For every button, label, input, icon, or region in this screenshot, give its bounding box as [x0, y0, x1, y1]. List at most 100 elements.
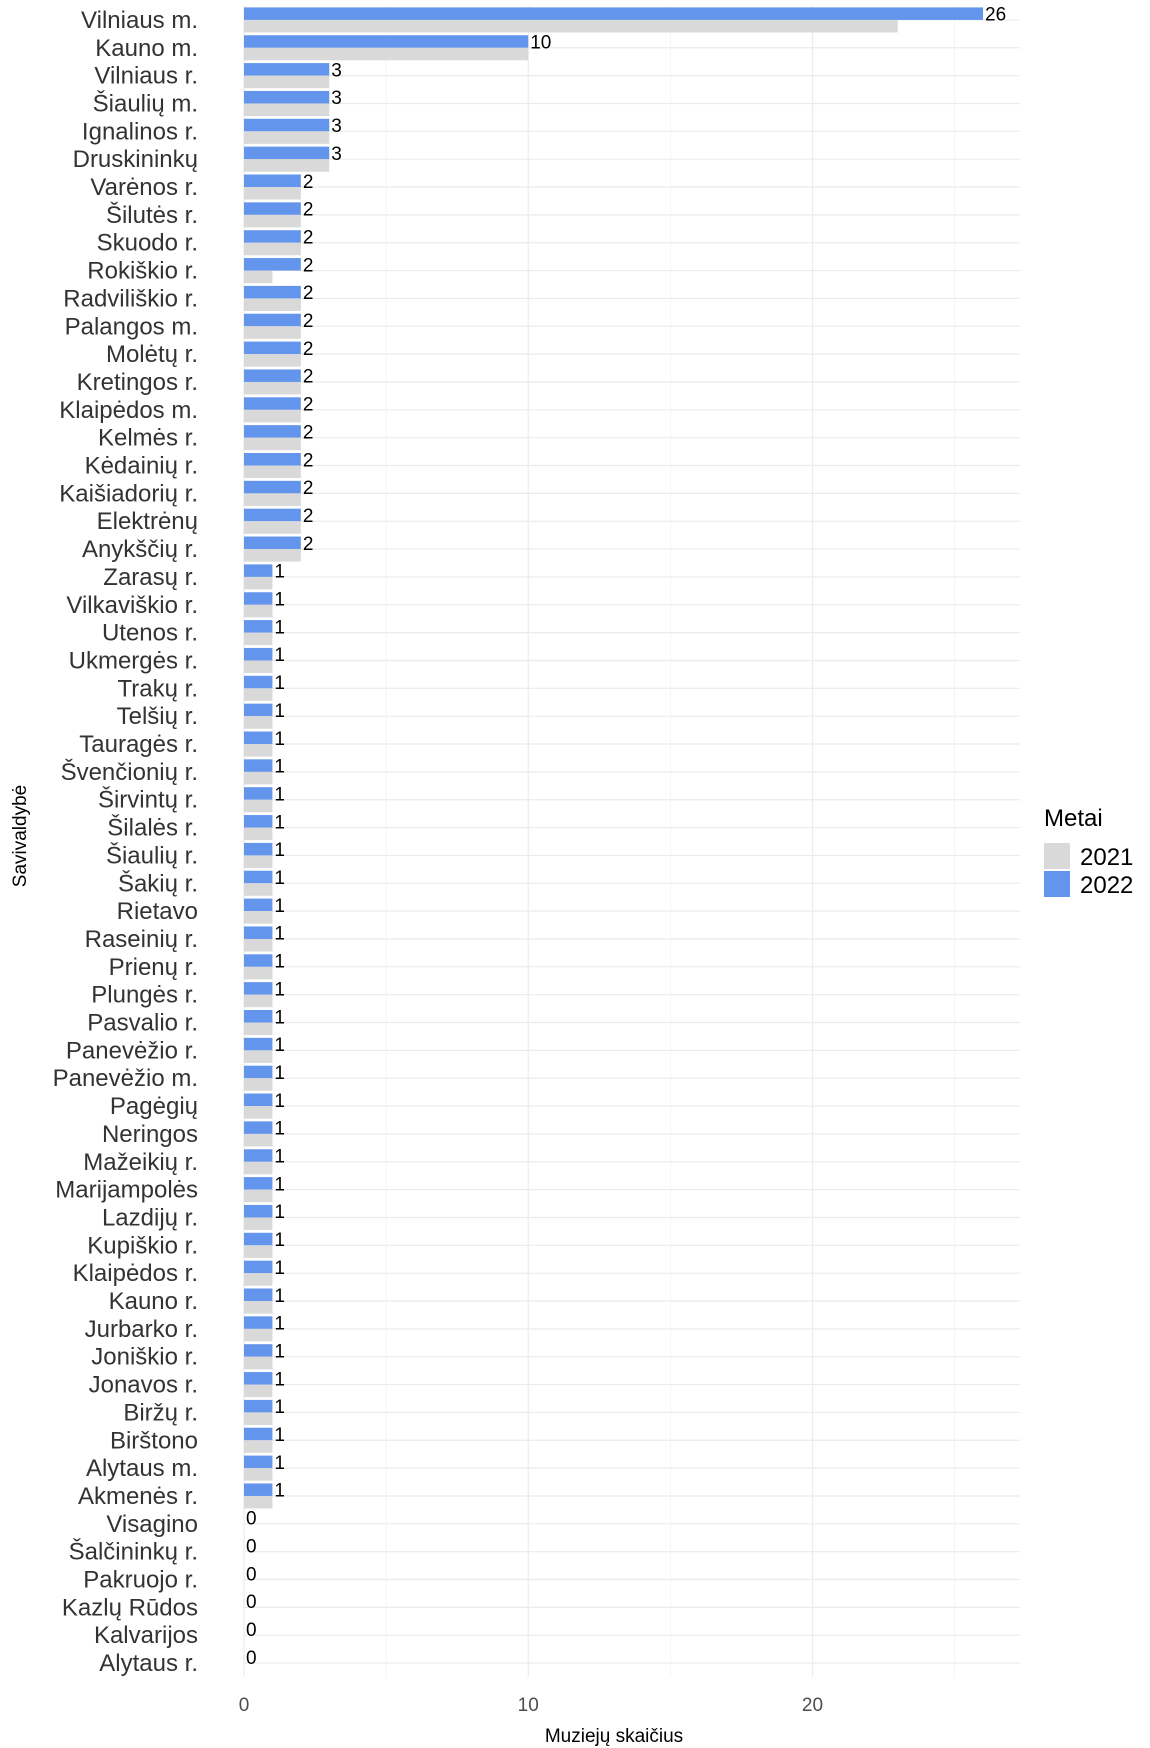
bar-2021	[244, 1245, 273, 1258]
value-label: 2	[303, 395, 314, 416]
value-label: 1	[274, 1174, 285, 1195]
value-label: 2	[303, 172, 314, 193]
bar-2022	[244, 592, 273, 605]
bar-2021	[244, 1356, 273, 1370]
bar-2021	[244, 855, 273, 868]
value-label: 1	[274, 840, 285, 861]
x-tick-label: 20	[802, 1695, 823, 1716]
value-label: 2	[303, 227, 314, 248]
bar-2022	[244, 815, 273, 828]
value-label: 0	[246, 1620, 257, 1641]
value-label: 10	[530, 33, 551, 54]
bar-2022	[244, 1037, 273, 1051]
bar-2022	[244, 397, 301, 410]
bar-2022	[244, 341, 301, 355]
category-label: Kazlų Rūdos	[62, 1594, 198, 1621]
grid	[243, 6, 1020, 1677]
bar-2022	[244, 90, 330, 104]
x-tick-label: 10	[518, 1695, 539, 1716]
value-label: 3	[331, 144, 342, 165]
bar-2022	[244, 898, 273, 912]
value-label: 1	[274, 1341, 285, 1362]
value-label: 2	[303, 339, 314, 360]
bar-2022	[244, 452, 301, 466]
category-label: Panevėžio r.	[66, 1037, 198, 1064]
category-label: Kėdainių r.	[85, 453, 198, 480]
bar-2021	[244, 549, 301, 562]
value-label: 2	[303, 422, 314, 443]
value-label: 1	[274, 729, 285, 750]
category-label: Jonavos r.	[89, 1372, 198, 1399]
value-label: 2	[303, 255, 314, 276]
bar-2022	[244, 1232, 273, 1246]
value-label: 1	[274, 701, 285, 722]
bar-2022	[244, 1455, 273, 1469]
bar-2022	[244, 369, 301, 382]
category-label: Kretingos r.	[77, 369, 198, 396]
bar-2021	[244, 1189, 273, 1203]
category-label: Kaišiadorių r.	[59, 480, 198, 507]
value-label: 1	[274, 590, 285, 611]
value-label: 1	[274, 1314, 285, 1335]
value-label: 1	[274, 896, 285, 917]
bar-2021	[244, 771, 273, 785]
category-label: Birštono	[110, 1427, 198, 1454]
value-label: 1	[274, 1035, 285, 1056]
bar-2022	[244, 954, 273, 967]
category-label: Lazdijų r.	[102, 1204, 198, 1231]
category-label: Pasvalio r.	[87, 1010, 198, 1037]
bar-2021	[244, 1384, 273, 1398]
bar-2022	[244, 174, 301, 188]
value-label: 1	[274, 1202, 285, 1223]
category-label: Šiaulių r.	[106, 841, 198, 869]
category-label: Pakruojo r.	[83, 1567, 198, 1594]
bar-2021	[244, 1301, 273, 1314]
bar-2022	[244, 1204, 273, 1218]
bar-2022	[244, 842, 273, 856]
value-label: 1	[274, 1230, 285, 1251]
bar-2021	[244, 799, 273, 813]
value-label: 26	[985, 5, 1006, 26]
bar-2021	[244, 409, 301, 423]
value-label: 2	[303, 450, 314, 471]
bar-2021	[244, 131, 330, 144]
bar-2022	[244, 285, 301, 299]
category-labels: Vilniaus m.Kauno m.Vilniaus r.Šiaulių m.…	[53, 7, 198, 1677]
value-label: 2	[303, 200, 314, 221]
bar-2022	[244, 703, 273, 717]
category-label: Alytaus r.	[99, 1650, 198, 1677]
category-label: Kauno r.	[109, 1288, 198, 1315]
category-label: Kelmės r.	[98, 425, 198, 452]
category-label: Ukmergės r.	[69, 647, 198, 674]
bar-2022	[244, 1372, 273, 1385]
bar-2022	[244, 63, 330, 76]
bar-2022	[244, 230, 301, 243]
value-label: 2	[303, 311, 314, 332]
bar-2021	[244, 465, 301, 479]
value-label: 2	[303, 478, 314, 499]
bar-2022	[244, 759, 273, 772]
category-label: Širvintų r.	[98, 786, 198, 814]
bar-2021	[244, 75, 330, 89]
category-label: Radviliškio r.	[63, 285, 198, 312]
value-label: 1	[274, 757, 285, 778]
category-label: Varėnos r.	[90, 174, 198, 201]
bar-2021	[244, 103, 330, 117]
bar-2021	[244, 1440, 273, 1453]
category-label: Tauragės r.	[79, 731, 198, 758]
bar-2022	[244, 675, 273, 689]
category-label: Zarasų r.	[103, 564, 198, 591]
bar-2021	[244, 493, 301, 506]
x-axis-title: Muziejų skaičius	[545, 1726, 683, 1747]
bar-2022	[244, 1427, 273, 1441]
legend-swatch	[1044, 871, 1070, 897]
category-label: Raseinių r.	[85, 926, 198, 953]
category-label: Trakų r.	[118, 675, 198, 702]
bar-2021	[244, 326, 301, 339]
bar-2021	[244, 604, 273, 618]
category-label: Šilutės r.	[106, 201, 198, 229]
bar-2022	[244, 564, 273, 577]
category-label: Kauno m.	[95, 35, 198, 62]
x-tick-label: 0	[239, 1695, 250, 1716]
bar-2021	[244, 298, 301, 311]
